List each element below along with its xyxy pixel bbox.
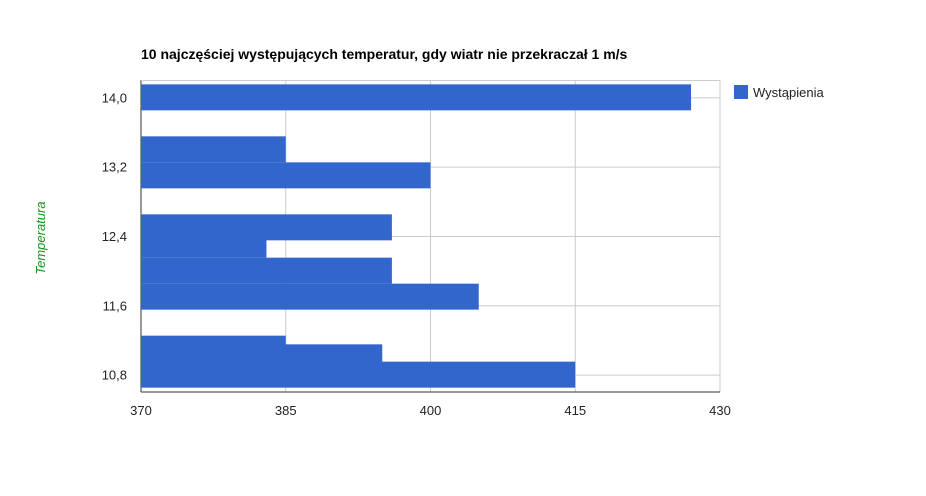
x-tick-label: 400 (420, 403, 442, 418)
y-tick-label: 10,8 (102, 368, 127, 383)
y-tick-label: 14,0 (102, 90, 127, 105)
y-tick-label: 12,4 (102, 229, 127, 244)
x-tick-label: 370 (130, 403, 152, 418)
bar[interactable] (141, 162, 431, 189)
y-axis-title: Temperatura (33, 201, 48, 274)
chart-title: 10 najczęściej występujących temperatur,… (141, 46, 628, 62)
legend-label: Wystąpienia (753, 85, 824, 100)
legend-swatch (734, 85, 748, 99)
x-tick-label: 385 (275, 403, 297, 418)
y-tick-labels: 14,0 13,2 12,4 11,6 10,8 (102, 90, 127, 382)
bar[interactable] (141, 84, 692, 111)
bar[interactable] (141, 283, 479, 310)
y-tick-label: 11,6 (103, 298, 127, 313)
bars (141, 84, 692, 388)
x-tick-labels: 370 385 400 415 430 (130, 403, 731, 418)
x-tick-label: 415 (564, 403, 586, 418)
y-tick-label: 13,2 (102, 160, 127, 175)
legend[interactable]: Wystąpienia (734, 85, 824, 100)
x-tick-label: 430 (709, 403, 731, 418)
bar[interactable] (141, 231, 267, 258)
bar[interactable] (141, 136, 286, 163)
bar[interactable] (141, 361, 576, 388)
bar[interactable] (141, 257, 392, 284)
